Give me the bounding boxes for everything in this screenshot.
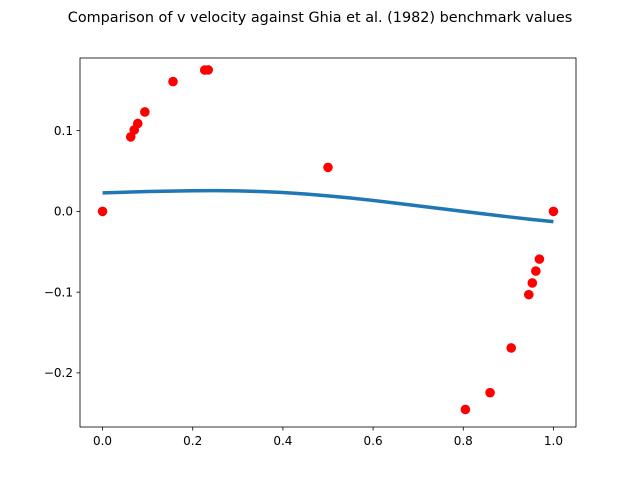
x-tick-label: 0.2 bbox=[183, 434, 202, 448]
data-point bbox=[168, 76, 178, 87]
x-tick-label: 1.0 bbox=[544, 434, 563, 448]
chart-title: Comparison of v velocity against Ghia et… bbox=[68, 10, 572, 26]
data-point bbox=[506, 343, 516, 353]
data-point bbox=[523, 289, 534, 300]
x-tick-label: 0.6 bbox=[364, 434, 383, 448]
data-point bbox=[140, 107, 150, 117]
data-point bbox=[323, 162, 333, 173]
x-tick-label: 0.0 bbox=[93, 434, 112, 448]
x-tick-label: 0.4 bbox=[273, 434, 292, 448]
data-point bbox=[97, 206, 108, 217]
data-point bbox=[534, 254, 545, 264]
x-tick-label: 0.8 bbox=[454, 434, 473, 448]
data-point bbox=[132, 118, 143, 129]
axes-frame bbox=[79, 57, 577, 428]
y-tick-label: −0.2 bbox=[44, 366, 73, 380]
data-point bbox=[460, 404, 471, 415]
plot-area: 0.0 0.2 0.4 0.6 0.8 1.0 −0.2 −0.1 0.0 0.1 bbox=[44, 57, 577, 448]
y-tick-label: 0.0 bbox=[54, 205, 73, 219]
data-point bbox=[203, 65, 214, 75]
y-tick-label: 0.1 bbox=[54, 124, 73, 138]
y-tick-label: −0.1 bbox=[44, 285, 73, 299]
data-point bbox=[531, 266, 541, 276]
data-point bbox=[548, 206, 559, 217]
data-point bbox=[527, 278, 538, 288]
data-point bbox=[485, 387, 495, 398]
series-line-0 bbox=[102, 188, 554, 224]
